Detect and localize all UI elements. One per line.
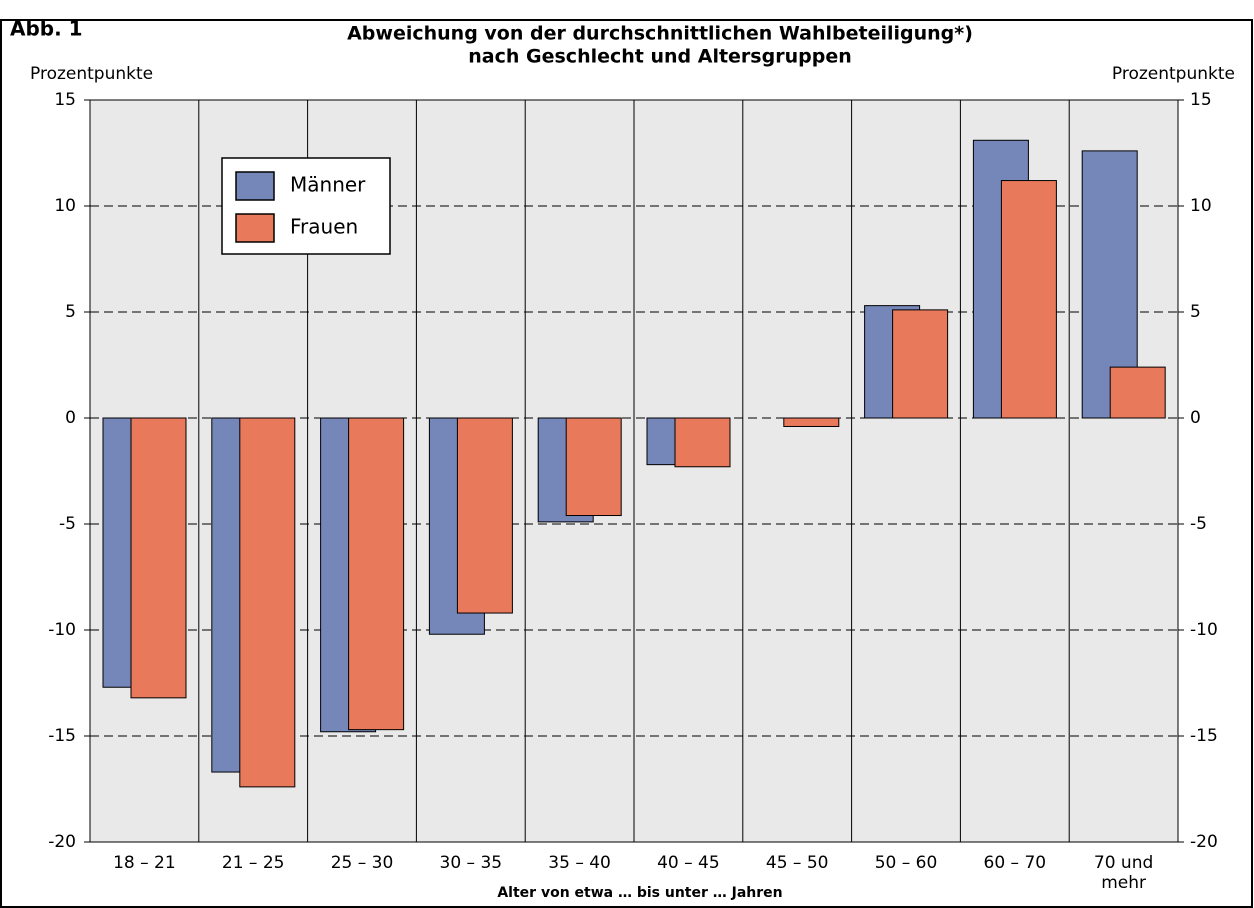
chart-subtitle: nach Geschlecht und Altersgruppen [468, 46, 851, 68]
y-axis-label: Prozentpunkte [30, 64, 153, 84]
x-tick-label: 70 und mehr [1093, 853, 1154, 893]
frame [0, 19, 1253, 908]
bar [130, 417, 187, 699]
y2-tick-label: 5 [1190, 302, 1201, 322]
legend: Männer Frauen [221, 157, 391, 255]
y2-tick-label: -15 [1190, 726, 1218, 746]
x-tick-label: 18 – 21 [113, 853, 176, 873]
y2-tick-label: -5 [1190, 514, 1207, 534]
legend-label: Frauen [290, 215, 358, 239]
y-tick-label: -20 [48, 832, 76, 852]
y-tick-label: 5 [65, 302, 76, 322]
bar [1109, 366, 1166, 419]
chart-title: Abweichung von der durchschnittlichen Wa… [347, 23, 973, 45]
bar [565, 417, 622, 517]
x-tick-label: 35 – 40 [548, 853, 611, 873]
legend-label: Männer [290, 173, 366, 197]
legend-swatch [235, 171, 275, 201]
bar [1000, 180, 1057, 419]
plot-border [89, 99, 1179, 843]
x-tick-label: 45 – 50 [765, 853, 829, 873]
x-tick-label: 60 – 70 [983, 853, 1047, 873]
x-tick-label: 40 – 45 [657, 853, 720, 873]
bar [892, 309, 949, 419]
y-tick-label: 15 [54, 90, 76, 110]
y2-tick-label: -10 [1190, 620, 1218, 640]
y2-axis-label: Prozentpunkte [1112, 64, 1235, 84]
y-tick-label: 0 [65, 408, 76, 428]
y-tick-label: -15 [48, 726, 76, 746]
bar [348, 417, 405, 731]
bar [674, 417, 731, 468]
bar [456, 417, 513, 614]
y-tick-label: 10 [54, 196, 76, 216]
bar [783, 417, 840, 427]
bar [239, 417, 296, 788]
y-tick-label: -5 [59, 514, 76, 534]
y-tick-label: -10 [48, 620, 76, 640]
x-tick-label: 30 – 35 [439, 853, 503, 873]
legend-swatch [235, 213, 275, 243]
x-axis-label: Alter von etwa … bis unter … Jahren [497, 885, 782, 901]
figure-label: Abb. 1 [10, 17, 83, 41]
y2-tick-label: 0 [1190, 408, 1201, 428]
y2-tick-label: 15 [1190, 90, 1212, 110]
y2-tick-label: -20 [1190, 832, 1218, 852]
y2-tick-label: 10 [1190, 196, 1212, 216]
x-tick-label: 21 – 25 [221, 853, 285, 873]
x-tick-label: 25 – 30 [330, 853, 394, 873]
x-tick-label: 50 – 60 [874, 853, 938, 873]
